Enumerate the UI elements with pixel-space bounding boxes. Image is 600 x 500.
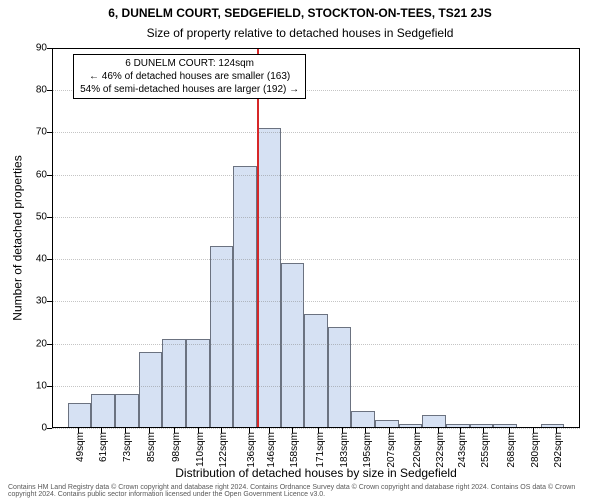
footnote: Contains HM Land Registry data © Crown c… xyxy=(8,484,592,498)
plot-area: 0102030405060708090 49sqm61sqm73sqm85sqm… xyxy=(52,48,580,428)
xtick-label: 255sqm xyxy=(480,432,491,468)
xtick-label: 207sqm xyxy=(386,432,397,468)
xtick-label: 122sqm xyxy=(218,432,229,468)
plot-border xyxy=(52,48,580,428)
xtick-label: 110sqm xyxy=(195,432,206,467)
xtick-label: 146sqm xyxy=(266,432,277,468)
xtick-label: 292sqm xyxy=(553,432,564,468)
xtick-label: 220sqm xyxy=(412,432,423,468)
xtick-label: 61sqm xyxy=(98,432,109,462)
xtick-label: 195sqm xyxy=(362,432,373,468)
xtick-label: 85sqm xyxy=(146,432,157,462)
ytick-label: 20 xyxy=(36,338,47,349)
gridline xyxy=(52,428,580,429)
xtick-label: 280sqm xyxy=(530,432,541,468)
xtick-label: 136sqm xyxy=(246,432,257,468)
chart-title-line2: Size of property relative to detached ho… xyxy=(0,26,600,40)
ytick-label: 60 xyxy=(36,169,47,180)
ytick-label: 10 xyxy=(36,380,47,391)
y-axis-label-container: Number of detached properties xyxy=(10,48,26,428)
xtick-label: 183sqm xyxy=(339,432,350,468)
ytick-label: 50 xyxy=(36,211,47,222)
xtick-label: 98sqm xyxy=(171,432,182,462)
ytick-label: 90 xyxy=(36,43,47,54)
ytick-label: 40 xyxy=(36,254,47,265)
xtick-label: 158sqm xyxy=(289,432,300,468)
ytick-mark xyxy=(47,428,52,429)
chart-title-line1: 6, DUNELM COURT, SEDGEFIELD, STOCKTON-ON… xyxy=(0,6,600,20)
xtick-label: 243sqm xyxy=(457,432,468,468)
x-axis-label: Distribution of detached houses by size … xyxy=(52,466,580,480)
xtick-label: 232sqm xyxy=(435,432,446,468)
xtick-label: 268sqm xyxy=(506,432,517,468)
xtick-label: 171sqm xyxy=(315,432,326,468)
xtick-label: 73sqm xyxy=(122,432,133,462)
y-axis-label: Number of detached properties xyxy=(11,155,25,320)
ytick-label: 0 xyxy=(41,423,47,434)
ytick-label: 70 xyxy=(36,127,47,138)
xtick-label: 49sqm xyxy=(75,432,86,462)
figure: 6, DUNELM COURT, SEDGEFIELD, STOCKTON-ON… xyxy=(0,0,600,500)
ytick-label: 30 xyxy=(36,296,47,307)
ytick-label: 80 xyxy=(36,85,47,96)
